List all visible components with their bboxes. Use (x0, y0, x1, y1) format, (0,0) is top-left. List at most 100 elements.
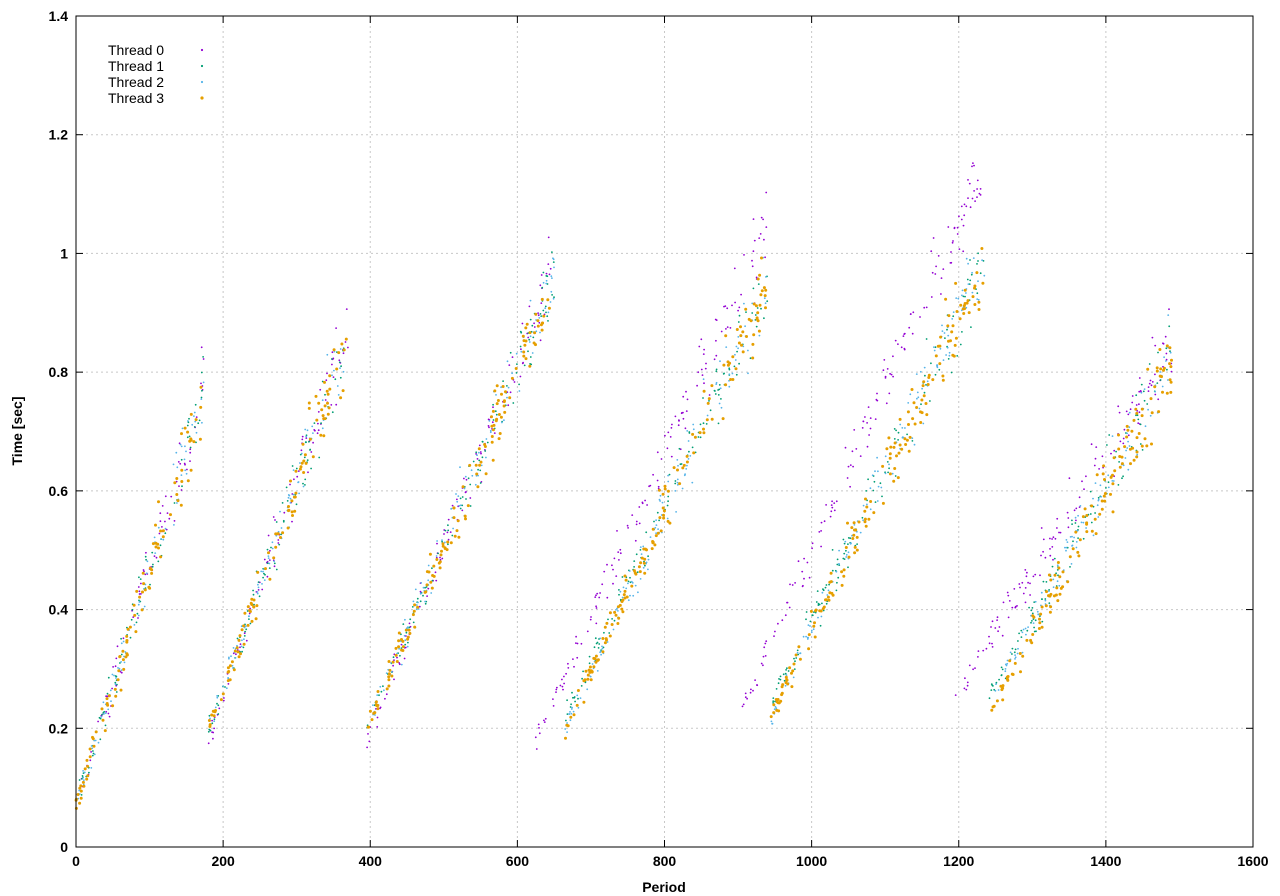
data-point (400, 643, 403, 646)
data-point (1069, 566, 1071, 568)
data-point (447, 524, 449, 527)
data-point (705, 418, 709, 422)
data-point (511, 356, 514, 358)
data-point (942, 359, 945, 361)
data-point (82, 770, 84, 772)
data-point (663, 484, 667, 488)
data-point (869, 487, 872, 490)
data-point (715, 368, 718, 371)
data-point (105, 710, 108, 713)
data-point (331, 363, 333, 366)
data-point (101, 713, 103, 716)
data-point (760, 216, 763, 219)
data-point (189, 468, 193, 472)
data-point (1007, 594, 1010, 597)
data-point (540, 315, 543, 317)
data-point (1077, 525, 1080, 528)
data-point (976, 292, 979, 295)
data-point (546, 315, 549, 318)
data-point (900, 346, 903, 349)
data-point (536, 324, 540, 328)
data-point (1013, 651, 1016, 654)
data-point (159, 544, 162, 547)
data-point (83, 771, 86, 774)
data-point (1016, 605, 1018, 607)
data-point (78, 789, 81, 792)
data-point (915, 406, 919, 409)
data-point (306, 429, 309, 432)
data-point (618, 589, 620, 591)
data-point (1128, 411, 1131, 414)
data-point (207, 730, 210, 733)
data-point (751, 356, 755, 360)
data-point (864, 497, 867, 501)
data-point (322, 434, 326, 438)
data-point (193, 426, 196, 428)
data-point (969, 259, 971, 261)
data-point (486, 441, 489, 444)
data-point (743, 302, 745, 305)
data-point (947, 339, 950, 343)
data-point (328, 374, 332, 378)
data-point (889, 372, 891, 375)
data-point (1037, 627, 1041, 630)
data-point (419, 600, 422, 603)
data-point (1041, 598, 1043, 600)
data-point (537, 312, 539, 314)
data-point (737, 321, 740, 323)
data-point (1001, 698, 1005, 702)
data-point (1014, 605, 1017, 608)
data-point (1128, 426, 1131, 429)
data-point (1117, 447, 1121, 451)
data-point (565, 723, 569, 727)
data-point (586, 677, 590, 681)
data-point (691, 481, 694, 484)
data-point (431, 567, 433, 570)
data-point (317, 411, 320, 413)
data-point (157, 526, 160, 529)
data-point (904, 427, 906, 429)
data-point (216, 695, 219, 697)
data-point (559, 684, 562, 687)
data-point (1161, 390, 1164, 394)
data-point (1006, 659, 1009, 662)
data-point (341, 389, 345, 393)
data-point (194, 403, 197, 406)
data-point (1064, 546, 1066, 549)
data-point (927, 376, 931, 379)
data-point (1024, 601, 1027, 604)
data-point (916, 397, 918, 400)
data-point (387, 678, 391, 682)
data-point (760, 307, 762, 310)
data-point (620, 607, 624, 611)
data-point (563, 675, 565, 678)
data-point (1039, 574, 1041, 577)
data-point (279, 536, 282, 539)
data-point (968, 664, 971, 667)
data-point (441, 540, 443, 543)
data-point (325, 389, 329, 393)
data-point (1136, 410, 1139, 412)
data-point (764, 306, 767, 310)
data-point (1068, 555, 1072, 559)
data-point (188, 439, 192, 443)
data-point (929, 400, 931, 402)
data-point (820, 530, 822, 532)
data-point (749, 357, 752, 360)
data-point (788, 606, 791, 609)
data-point (1122, 442, 1125, 445)
data-point (667, 474, 669, 477)
data-point (154, 523, 157, 527)
data-point (891, 472, 894, 475)
data-point (230, 660, 234, 664)
data-point (566, 722, 568, 724)
data-point (1038, 617, 1041, 621)
data-point (1134, 407, 1138, 411)
y-tick-label: 1.2 (49, 127, 69, 143)
data-point (991, 642, 993, 645)
data-point (675, 511, 677, 513)
data-point (611, 618, 613, 620)
data-point (280, 533, 282, 536)
data-point (415, 604, 418, 606)
data-point (796, 651, 799, 654)
